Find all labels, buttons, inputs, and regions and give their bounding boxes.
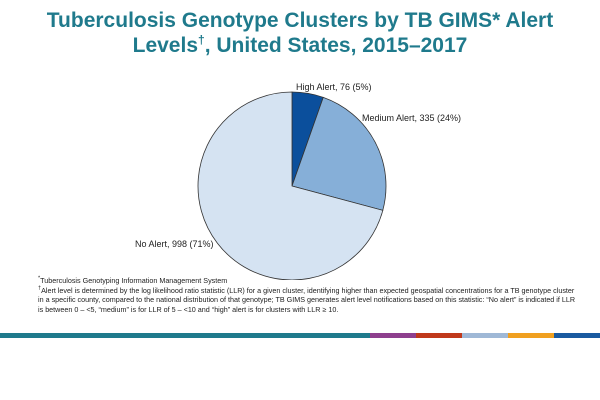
footnote-1: *Tuberculosis Genotyping Information Man… [38, 276, 578, 286]
accent-stripe-3 [462, 333, 508, 338]
footnote-1-mark: * [38, 275, 41, 282]
footnote-2-text: Alert level is determined by the log lik… [38, 285, 576, 314]
accent-stripe-1 [370, 333, 416, 338]
pie-slice-no-alert [197, 91, 384, 280]
bottom-accent-stripes [370, 333, 600, 338]
slice-label-medium-alert: Medium Alert, 335 (24%) [362, 113, 461, 123]
slice-label-high-alert: High Alert, 76 (5%) [296, 82, 372, 92]
footnotes: *Tuberculosis Genotyping Information Man… [38, 276, 578, 314]
pie-chart: High Alert, 76 (5%) Medium Alert, 335 (24… [135, 82, 461, 280]
footnote-1-text: Tuberculosis Genotyping Information Mana… [40, 276, 228, 285]
accent-stripe-4 [508, 333, 554, 338]
pie-slice-medium-alert [291, 96, 387, 211]
slide-title: Tuberculosis Genotype Clusters by TB GIM… [20, 8, 580, 58]
slice-label-no-alert: No Alert, 998 (71%) [135, 239, 214, 249]
accent-stripe-2 [416, 333, 462, 338]
accent-stripe-5 [554, 333, 600, 338]
title-line-2-start: Levels [132, 34, 199, 57]
title-dagger: † [198, 33, 205, 47]
title-line-2: Levels†, United States, 2015–2017 [20, 33, 580, 58]
title-line-2-end: , United States, 2015–2017 [204, 34, 468, 57]
footnote-2-mark: † [38, 285, 42, 292]
title-line-1: Tuberculosis Genotype Clusters by TB GIM… [46, 9, 554, 32]
bottom-teal-bar [0, 333, 600, 338]
footnote-2: †Alert level is determined by the log li… [38, 285, 578, 315]
